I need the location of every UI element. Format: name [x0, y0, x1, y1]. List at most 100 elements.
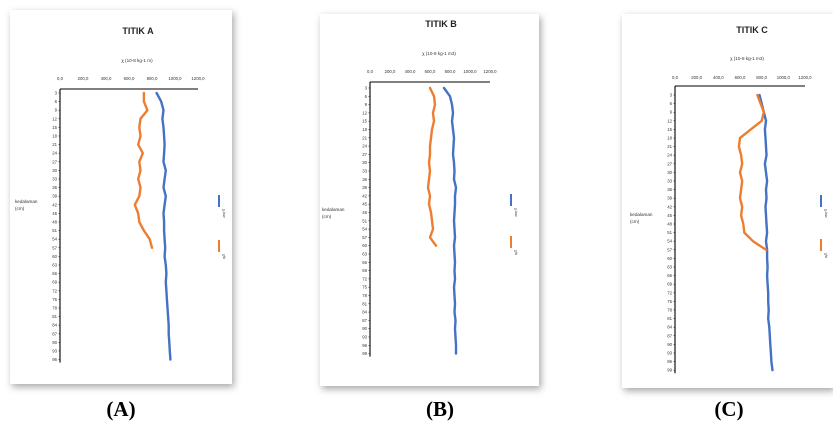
chart-1-y-tick-label: 69: [362, 268, 367, 273]
chart-1-y-tick-label: 51: [362, 218, 367, 223]
chart-0-y-tick-label: 24: [52, 151, 57, 156]
chart-panel-titik-c: TITIK C χ (10-8 kg-1 m3) 0,0 200,0 400,0 600,…: [622, 14, 833, 388]
chart-0-y-tick-label: 6: [55, 99, 58, 104]
chart-1-y-tick-label: 66: [362, 260, 367, 265]
chart-0-y-tick-label: 75: [52, 297, 57, 302]
chart-0-y-tick-label: 66: [52, 271, 57, 276]
caption-b: (B): [426, 397, 454, 421]
chart-1-y-tick-label: 21: [362, 135, 367, 140]
chart-0-y-tick-label: 96: [52, 357, 57, 362]
chart-2-y-tick-label: 63: [667, 265, 672, 270]
chart-1-y-tick-label: 6: [365, 94, 368, 99]
chart-1-x-tick-label: 0,0: [367, 69, 374, 74]
chart-0-series-line-1: [133, 91, 154, 250]
chart-2-legend-label-0: χ-low: [824, 209, 828, 218]
chart-1-y-tick-label: 3: [365, 86, 368, 91]
chart-1-y-tick-label: 33: [362, 169, 367, 174]
chart-2-y-axis-label-line: (cm): [630, 219, 640, 224]
chart-1-y-tick-label: 36: [362, 177, 367, 182]
chart-2-title: TITIK C: [736, 25, 768, 35]
chart-1-y-tick-label: 87: [362, 318, 367, 323]
caption-a: (A): [106, 397, 136, 421]
chart-panel-titik-a: TITIK A χ (10-8 kg-1 m) 0,0 200,0 400,0 600,0…: [10, 10, 232, 384]
chart-1-y-tick-label: 78: [362, 293, 367, 298]
chart-0-y-tick-label: 42: [52, 202, 57, 207]
chart-1-y-tick-label: 45: [362, 202, 367, 207]
chart-1-y-tick-label: 30: [362, 160, 367, 165]
chart-0-y-tick-label: 45: [52, 211, 57, 216]
chart-1-y-tick-label: 57: [362, 235, 367, 240]
chart-0-y-tick-label: 84: [52, 323, 57, 328]
chart-1-x-tick-label: 1000,0: [463, 69, 477, 74]
chart-2-x-tick-label: 200,0: [691, 75, 702, 80]
chart-0-y-tick-label: 48: [52, 220, 57, 225]
chart-0-y-tick-label: 51: [52, 228, 57, 233]
chart-0-y-tick-label: 93: [52, 349, 57, 354]
chart-0-x-tick-label: 1200,0: [191, 76, 205, 81]
chart-2-y-tick-label: 42: [667, 204, 672, 209]
chart-0-y-tick-label: 15: [52, 125, 57, 130]
chart-2-y-tick-label: 6: [670, 101, 673, 106]
caption-c: (C): [714, 397, 744, 421]
chart-1-y-tick-label: 96: [362, 343, 367, 348]
chart-0-x-tick-label: 600,0: [124, 76, 135, 81]
chart-0-y-tick-label: 69: [52, 280, 57, 285]
chart-1-y-tick-label: 54: [362, 227, 367, 232]
chart-2-y-tick-label: 9: [670, 110, 673, 115]
chart-1-series-line-1: [426, 86, 438, 247]
chart-2-y-tick-label: 18: [667, 136, 672, 141]
chart-0-y-tick-label: 60: [52, 254, 57, 259]
chart-1-y-tick-label: 42: [362, 193, 367, 198]
chart-2-y-tick-label: 87: [667, 333, 672, 338]
chart-1-y-tick-label: 48: [362, 210, 367, 215]
chart-2-y-tick-label: 15: [667, 127, 672, 132]
chart-2-y-tick-label: 66: [667, 273, 672, 278]
chart-2-y-tick-label: 93: [667, 351, 672, 356]
chart-2-x-tick-label: 600,0: [735, 75, 746, 80]
chart-1-y-tick-label: 90: [362, 326, 367, 331]
chart-2-series-line-1: [737, 93, 768, 252]
chart-0-series-line-0: [155, 91, 172, 361]
chart-1-y-tick-label: 27: [362, 152, 367, 157]
chart-0-title: TITIK A: [122, 26, 154, 36]
chart-0-x-tick-label: 800,0: [147, 76, 158, 81]
chart-2-y-tick-label: 3: [670, 93, 673, 98]
chart-2-y-axis-label-line: kedalaman: [630, 212, 653, 217]
chart-1-title: TITIK B: [425, 19, 457, 29]
chart-0-y-axis-label-line: (cm): [15, 206, 25, 211]
chart-2-x-tick-label: 1000,0: [777, 75, 791, 80]
chart-1-y-tick-label: 60: [362, 243, 367, 248]
chart-1-x-tick-label: 600,0: [425, 69, 436, 74]
chart-2-y-tick-label: 12: [667, 118, 672, 123]
chart-0-x-tick-label: 400,0: [101, 76, 112, 81]
chart-1-y-tick-label: 12: [362, 110, 367, 115]
chart-0-y-tick-label: 87: [52, 331, 57, 336]
chart-2-y-tick-label: 45: [667, 213, 672, 218]
chart-2-y-tick-label: 54: [667, 239, 672, 244]
chart-0-y-tick-label: 78: [52, 306, 57, 311]
chart-2-y-tick-label: 48: [667, 222, 672, 227]
chart-2-y-tick-label: 57: [667, 247, 672, 252]
chart-0-x-axis-label: χ (10-8 kg-1 m): [121, 58, 153, 63]
chart-2-series-line-0: [758, 93, 774, 372]
chart-0-y-tick-label: 72: [52, 288, 57, 293]
chart-2-y-tick-label: 39: [667, 196, 672, 201]
chart-titik-a: TITIK A χ (10-8 kg-1 m) 0,0 200,0 400,0 600,0…: [15, 26, 226, 363]
chart-0-y-tick-label: 63: [52, 263, 57, 268]
chart-1-x-axis-label: χ (10-8 kg-1 m3): [422, 51, 456, 56]
chart-1-legend-label-0: χ-low: [514, 208, 518, 217]
chart-2-x-tick-label: 1200,0: [798, 75, 812, 80]
chart-0-y-tick-label: 33: [52, 177, 57, 182]
chart-0-y-tick-label: 54: [52, 237, 57, 242]
chart-2-x-tick-label: 0,0: [672, 75, 679, 80]
chart-2-y-tick-label: 72: [667, 290, 672, 295]
chart-2-legend-label-1: χfd: [824, 253, 828, 258]
chart-1-x-tick-label: 400,0: [405, 69, 416, 74]
chart-1-y-tick-label: 72: [362, 276, 367, 281]
chart-0-y-tick-label: 18: [52, 134, 57, 139]
chart-2-y-tick-label: 84: [667, 325, 672, 330]
chart-0-legend-label-0: χ-low: [222, 209, 226, 218]
chart-2-x-tick-label: 800,0: [756, 75, 767, 80]
chart-2-y-tick-label: 90: [667, 342, 672, 347]
chart-2-y-tick-label: 99: [667, 368, 672, 373]
